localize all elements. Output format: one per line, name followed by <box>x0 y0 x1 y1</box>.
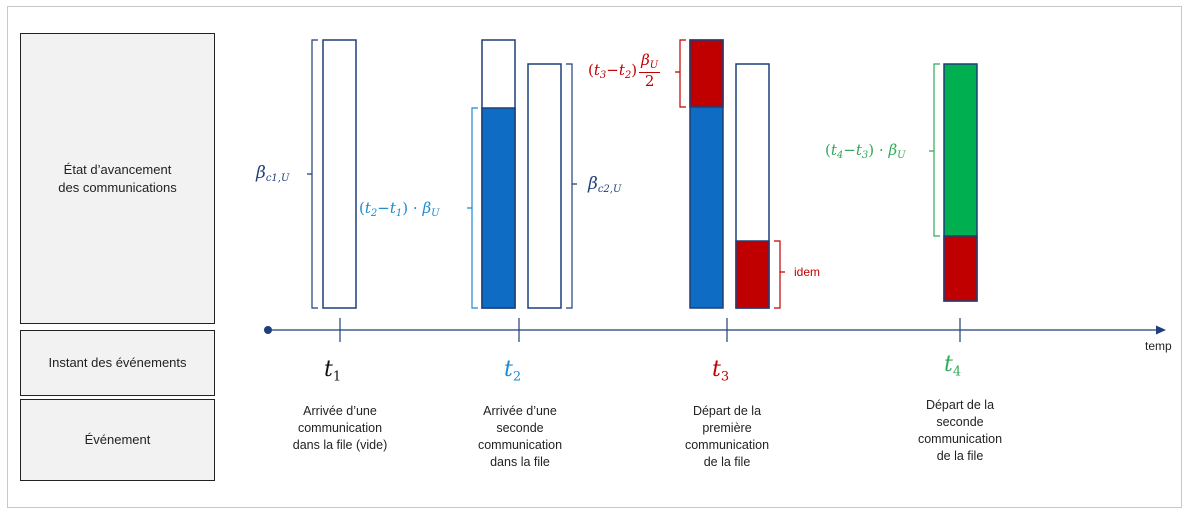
t-symbol: t <box>593 61 600 79</box>
t-index: 2 <box>370 208 378 219</box>
row-header-instants: Instant des événements <box>20 330 215 396</box>
instant-label-t3: t3 <box>712 359 729 384</box>
beta-symbol: β <box>888 141 898 159</box>
beta-subscript: c1,U <box>265 173 290 184</box>
brace-elapsed-32 <box>675 39 686 108</box>
annotation-elapsed-43: (t4−t3) · βU <box>825 141 906 161</box>
beta-symbol: β <box>422 199 432 217</box>
row-header-progress: État d’avancement des communications <box>20 33 215 324</box>
beta-subscript: c2,U <box>597 184 622 195</box>
dot-operator: · <box>412 199 418 217</box>
fraction: βU 2 <box>639 51 661 90</box>
bar-c2-at-t4-red <box>943 235 978 302</box>
annotation-idem: idem <box>794 265 821 279</box>
beta-subscript: U <box>431 208 440 219</box>
outer-frame <box>7 6 1182 508</box>
bar-c1-at-t2-fill <box>481 107 516 309</box>
instant-index: 3 <box>720 369 730 385</box>
brace-beta-c2 <box>566 63 577 309</box>
event-description-t1: Arrivée d’une communication dans la file… <box>292 404 388 452</box>
t-symbol: t <box>830 141 837 159</box>
brace-beta-c1 <box>307 39 318 309</box>
instant-label-t2: t2 <box>504 359 521 384</box>
instant-symbol: t <box>324 357 333 382</box>
dot-operator: · <box>878 141 884 159</box>
t-index: 4 <box>836 150 844 161</box>
row-header-instants-text: Instant des événements <box>48 355 187 371</box>
beta-symbol: β <box>588 174 598 194</box>
t-symbol: t <box>364 199 371 217</box>
beta-subscript: U <box>897 150 906 161</box>
t-index: 1 <box>395 208 403 219</box>
annotation-elapsed-32: (t3−t2) βU 2 <box>588 51 661 90</box>
t-index: 3 <box>599 70 607 81</box>
event-description-t4: Départ de la seconde communication de la… <box>917 398 1003 463</box>
brace-idem <box>774 240 785 309</box>
instant-label-t1: t1 <box>324 359 341 384</box>
instant-symbol: t <box>944 352 953 377</box>
bar-c2-at-t2 <box>527 63 562 309</box>
annotation-elapsed-21: (t2−t1) · βU <box>359 199 440 219</box>
row-header-events: Événement <box>20 399 215 481</box>
t-symbol: t <box>618 61 625 79</box>
instant-index: 2 <box>512 369 522 385</box>
annotation-beta-c2: βc2,U <box>588 176 621 195</box>
t-symbol: t <box>855 141 862 159</box>
brace-elapsed-21 <box>467 107 478 309</box>
instant-index: 4 <box>952 364 962 380</box>
instant-index: 1 <box>332 369 342 385</box>
fraction-denominator: 2 <box>644 72 655 90</box>
event-description-t3: Départ de la première communication de l… <box>684 404 770 469</box>
bar-c1-at-t1 <box>322 39 357 309</box>
row-header-events-text: Événement <box>84 432 151 448</box>
t-symbol: t <box>389 199 396 217</box>
bar-c1-at-t3-red <box>689 39 724 108</box>
beta-subscript: U <box>649 60 659 71</box>
annotation-beta-c1: βc1,U <box>256 165 289 184</box>
t-index: 2 <box>624 70 632 81</box>
instant-symbol: t <box>504 357 513 382</box>
beta-symbol: β <box>256 163 266 183</box>
instant-label-t4: t4 <box>944 354 961 379</box>
instant-symbol: t <box>712 357 721 382</box>
axis-label: temp <box>1145 339 1172 353</box>
bar-c2-at-t3-red <box>735 240 770 309</box>
t-index: 3 <box>861 150 869 161</box>
row-header-progress-text: État d’avancement des communications <box>58 161 177 195</box>
brace-elapsed-43 <box>929 63 940 237</box>
axis-arrowhead <box>1156 325 1166 335</box>
event-description-t2: Arrivée d’une seconde communication dans… <box>477 404 563 469</box>
beta-symbol: β <box>641 51 650 69</box>
